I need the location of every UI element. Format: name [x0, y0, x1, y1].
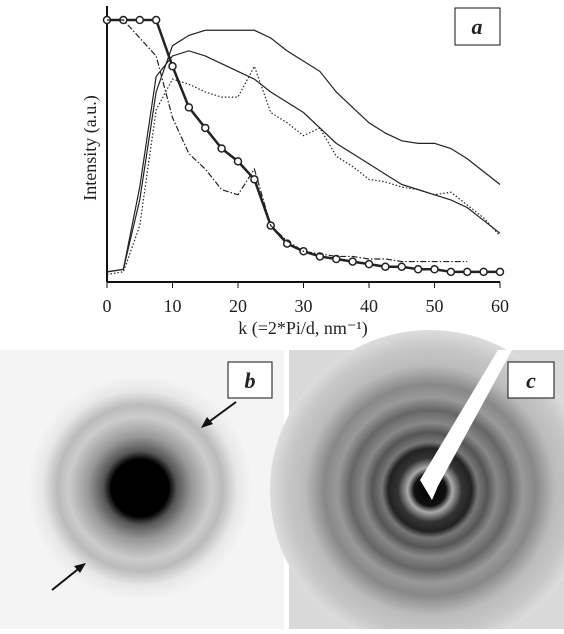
panel-b-image — [0, 350, 284, 629]
data-point — [168, 62, 177, 71]
data-point — [397, 262, 406, 271]
data-point — [250, 175, 259, 184]
x-axis-label: k (=2*Pi/d, nm⁻¹) — [238, 318, 368, 339]
data-point — [151, 15, 161, 25]
panel-label: c — [526, 368, 536, 393]
panel-c-image — [270, 330, 564, 634]
data-point — [430, 265, 439, 274]
data-point — [184, 103, 194, 112]
data-point — [413, 265, 423, 274]
panel-label: a — [472, 14, 483, 39]
x-tick-label: 60 — [491, 296, 509, 316]
x-tick-label: 30 — [295, 296, 313, 316]
x-tick-label: 0 — [103, 296, 112, 316]
data-point — [364, 259, 374, 269]
data-point — [446, 267, 456, 277]
data-point — [217, 144, 226, 153]
y-axis-label: Intensity (a.u.) — [80, 95, 101, 200]
data-line — [106, 29, 501, 273]
data-line — [106, 50, 501, 273]
data-point — [348, 257, 357, 266]
data-point — [135, 15, 144, 25]
data-point — [495, 267, 505, 277]
data-line — [106, 64, 501, 276]
data-point — [201, 123, 210, 133]
data-point — [332, 254, 341, 264]
panel-label: b — [245, 368, 256, 393]
x-tick-label: 40 — [360, 296, 378, 316]
data-point — [479, 267, 488, 277]
panel-a-box — [454, 7, 501, 46]
data-point — [463, 267, 472, 277]
x-tick-label: 20 — [229, 296, 247, 316]
data-point — [381, 262, 390, 271]
data-line — [107, 19, 468, 263]
data-point — [233, 157, 243, 166]
x-tick-label: 50 — [426, 296, 444, 316]
x-tick-label: 10 — [164, 296, 182, 316]
